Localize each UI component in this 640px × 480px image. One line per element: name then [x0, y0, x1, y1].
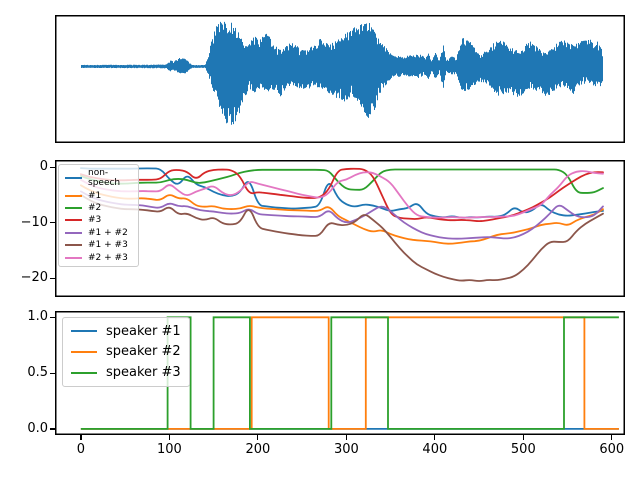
y-tick-mark [50, 428, 55, 430]
y-tick-label: 1.0 [27, 309, 48, 325]
x-tick-label: 400 [422, 442, 448, 457]
legend-item: non-speech [65, 168, 132, 188]
y-tick-label: −20 [20, 270, 48, 286]
legend-line-sample [65, 177, 82, 180]
legend-line-sample [71, 330, 97, 333]
legend-item: speaker #3 [71, 365, 181, 380]
legend-line-sample [65, 244, 82, 247]
y-tick-mark [50, 316, 55, 318]
x-tick-label: 300 [333, 442, 359, 457]
likelihood-plot-canvas [55, 160, 625, 297]
x-tick-label: 0 [76, 442, 86, 457]
waveform-plot-canvas [55, 15, 625, 143]
legend-item: speaker #1 [71, 324, 181, 339]
likelihood-legend: non-speech #1 #2 #3 #1 + #2 #1 + #3 #2 + #3 [58, 164, 139, 267]
legend-label: speaker #3 [106, 365, 181, 381]
legend-label: #1 [88, 190, 102, 201]
x-tick-label: 600 [599, 442, 625, 457]
legend-line-sample [65, 194, 82, 197]
legend-item: #2 [65, 203, 132, 213]
legend-item: #2 + #3 [65, 253, 132, 263]
x-tick-mark [257, 435, 259, 440]
legend-label: #1 + #3 [88, 240, 128, 251]
legend-item: #3 [65, 215, 132, 225]
x-tick-mark [345, 435, 347, 440]
legend-line-sample [65, 219, 82, 222]
y-tick-mark [50, 166, 55, 168]
y-tick-label: 0.0 [27, 420, 48, 436]
x-tick-mark [434, 435, 436, 440]
y-tick-mark [50, 222, 55, 224]
x-tick-label: 500 [510, 442, 536, 457]
legend-label: #2 + #3 [88, 252, 128, 263]
x-tick-mark [80, 435, 82, 440]
legend-label: speaker #1 [106, 323, 181, 339]
legend-label: #3 [88, 215, 102, 226]
legend-item: #1 [65, 191, 132, 201]
legend-line-sample [71, 350, 97, 353]
x-tick-mark [522, 435, 524, 440]
legend-item: #1 + #2 [65, 228, 132, 238]
legend-item: #1 + #3 [65, 240, 132, 250]
legend-label: non-speech [88, 168, 121, 189]
legend-label: speaker #2 [106, 344, 181, 360]
legend-line-sample [65, 256, 82, 259]
legend-line-sample [65, 207, 82, 210]
legend-item: speaker #2 [71, 344, 181, 359]
legend-label: #1 + #2 [88, 227, 128, 238]
x-tick-mark [611, 435, 613, 440]
y-tick-label: 0.5 [27, 365, 48, 381]
y-tick-label: 0 [39, 159, 48, 174]
x-tick-label: 200 [245, 442, 271, 457]
legend-line-sample [65, 231, 82, 234]
x-tick-label: 100 [156, 442, 182, 457]
y-tick-mark [50, 372, 55, 374]
y-tick-label: −10 [20, 214, 48, 230]
speaker-legend: speaker #1 speaker #2 speaker #3 [62, 317, 190, 387]
legend-line-sample [71, 371, 97, 374]
y-tick-mark [50, 277, 55, 279]
legend-label: #2 [88, 203, 102, 214]
x-tick-mark [168, 435, 170, 440]
